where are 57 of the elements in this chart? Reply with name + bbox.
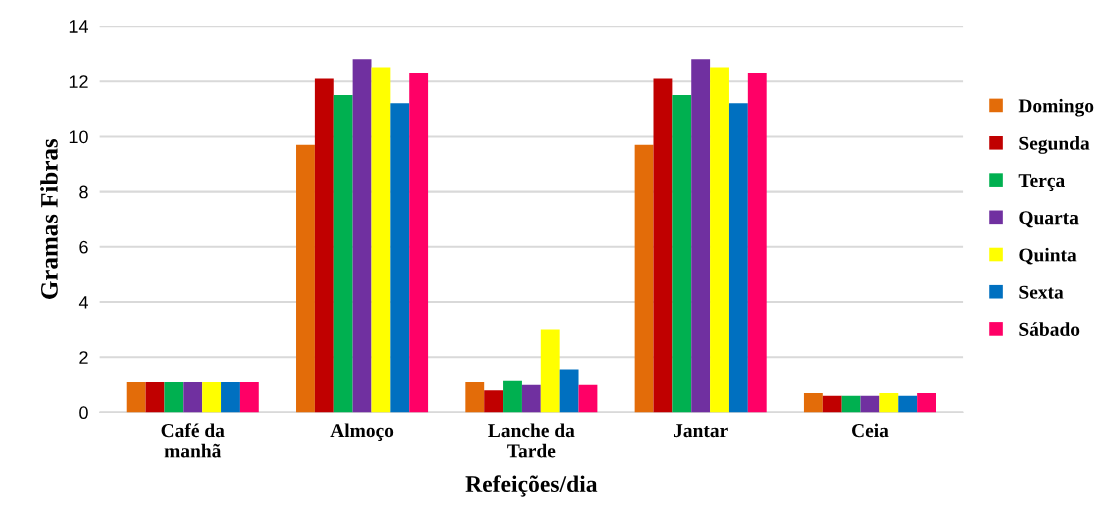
legend-label: Domingo <box>1018 98 1094 117</box>
bar <box>822 395 842 413</box>
x-tick-label: Café da manhã <box>161 423 225 458</box>
bar <box>747 73 767 413</box>
y-tick-label: 14 <box>69 20 88 33</box>
bar <box>314 78 334 413</box>
x-tick-label: Lanche da Tarde <box>488 423 575 458</box>
bar <box>484 390 504 413</box>
bar <box>860 395 880 413</box>
bar <box>409 73 429 413</box>
bar <box>465 382 485 413</box>
bar <box>521 384 541 413</box>
y-axis-title: Gramas Fibras <box>40 138 58 299</box>
bar <box>841 395 861 413</box>
y-tick-label: 4 <box>78 296 88 309</box>
bar <box>390 103 410 413</box>
x-tick-label: Ceia <box>852 423 889 438</box>
bar <box>126 382 146 413</box>
y-tick-label: 0 <box>79 406 88 420</box>
bar <box>634 144 654 413</box>
bar <box>540 329 560 413</box>
legend-label: Quarta <box>1019 211 1079 228</box>
bar <box>164 382 184 413</box>
x-axis-title: Refeições/dia <box>465 475 598 497</box>
bar <box>145 382 165 413</box>
y-tick-label: 12 <box>69 75 88 88</box>
legend-label: Terça <box>1018 174 1065 191</box>
y-tick-label: 8 <box>79 185 88 199</box>
bar <box>672 95 692 413</box>
bar <box>879 393 899 413</box>
bar <box>503 380 522 413</box>
bar <box>239 382 259 413</box>
bar <box>898 395 918 413</box>
bar <box>202 382 222 413</box>
y-tick-label: 2 <box>79 351 88 364</box>
bar <box>691 59 711 413</box>
bar <box>710 67 729 413</box>
y-tick-label: 10 <box>69 130 88 144</box>
bar <box>333 95 353 413</box>
bar <box>917 393 936 413</box>
bar <box>803 393 823 413</box>
legend-label: Sexta <box>1019 285 1064 299</box>
bar <box>296 144 315 413</box>
bar <box>221 382 240 413</box>
bar <box>371 67 391 413</box>
bar <box>578 384 598 413</box>
legend-label: Quinta <box>1019 247 1077 265</box>
x-tick-label: Jantar <box>673 424 728 438</box>
bar <box>559 369 579 413</box>
legend-label: Sábado <box>1019 322 1080 336</box>
bar <box>653 78 673 413</box>
legend-label: Segunda <box>1019 136 1090 154</box>
y-tick-label: 6 <box>79 240 88 254</box>
bar <box>183 382 203 413</box>
x-tick-label: Almoço <box>330 423 394 441</box>
bar <box>352 59 372 413</box>
bar <box>728 103 748 413</box>
